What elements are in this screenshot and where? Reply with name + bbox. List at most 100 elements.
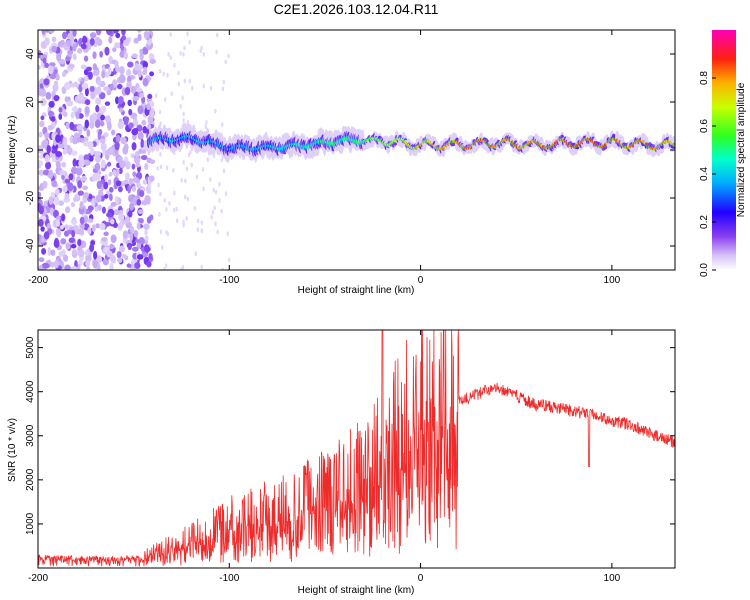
spectrogram-cell (102, 258, 110, 266)
spectrogram-cell (103, 132, 109, 138)
spectrogram-cell (45, 91, 52, 100)
spectrogram-cell (98, 92, 106, 100)
spectrogram-cell (127, 210, 133, 218)
spectrogram-cell (89, 32, 97, 39)
spectrogram-cell (169, 32, 172, 37)
spectrogram-cell (70, 166, 78, 175)
spectrogram-cell (38, 88, 45, 97)
spectrogram-y-tick-label: 40 (25, 48, 36, 60)
spectrogram-cell (149, 159, 156, 164)
spectrogram-cell (109, 186, 114, 193)
spectrogram-cell (97, 204, 102, 211)
spectrogram-cell (183, 194, 187, 200)
spectrogram-cell (136, 243, 142, 249)
spectrogram-cell (162, 71, 165, 77)
spectrogram-cell (52, 83, 59, 92)
spectrogram-cell (117, 186, 123, 193)
spectrogram-cell (125, 161, 131, 170)
spectrogram-cell (134, 261, 141, 270)
spectrogram-cell (46, 144, 51, 154)
spectrogram-cell (135, 150, 140, 158)
spectrogram-cell (115, 32, 121, 39)
spectrogram-cell (39, 120, 45, 128)
spectrogram-cell (182, 52, 185, 57)
spectrogram-cell (206, 157, 210, 163)
spectrogram-cell (88, 206, 93, 213)
spectrogram-cell (100, 142, 107, 151)
spectrogram-cell (118, 107, 124, 113)
spectrogram-cell (89, 147, 95, 156)
spectrogram-cell (186, 31, 189, 37)
spectrogram-cell (170, 91, 173, 97)
spectrogram-cell (48, 100, 55, 108)
spectrogram-cell (100, 121, 105, 127)
spectrogram-cell (84, 106, 90, 115)
spectrogram-cell (99, 138, 106, 144)
spectrogram-cell (185, 216, 188, 221)
spectrogram-cell (77, 239, 82, 247)
spectrogram-cell (58, 58, 66, 65)
spectrogram-cell (134, 63, 140, 72)
spectrogram-cell (147, 115, 154, 125)
spectrogram-cell (72, 53, 77, 60)
snr-y-ticks: 1000 2000 3000 4000 5000 (25, 336, 675, 535)
spectrogram-cell (127, 245, 132, 251)
spectrogram-cell (101, 206, 106, 214)
spectrogram-cell (168, 201, 171, 206)
spectrogram-cell (183, 78, 187, 84)
spectrogram-cell (182, 117, 185, 123)
spectrogram-x-ticks: -200 -100 0 100 (28, 30, 621, 286)
spectrogram-cell (220, 208, 223, 214)
spectrogram-cell (163, 266, 166, 270)
spectrogram-cell (144, 229, 148, 236)
spectrogram-cell (72, 197, 77, 202)
spectrogram-cell (77, 249, 85, 258)
spectrogram-cell (98, 128, 103, 135)
spectrogram-cell (95, 86, 102, 95)
spectrogram-cell (72, 158, 77, 167)
spectrogram-cell (132, 171, 137, 177)
spectrogram-cell (116, 83, 123, 90)
spectrogram-cell (58, 143, 65, 149)
spectrogram-cell (89, 37, 95, 46)
spectrogram-cell (94, 162, 101, 171)
spectrogram-cell (181, 95, 184, 101)
spectrogram-cell (165, 206, 168, 212)
spectrogram-cell (104, 101, 111, 106)
spectrogram-cell (136, 87, 142, 93)
spectrogram-cell (116, 251, 122, 259)
spectrogram-cell (226, 231, 230, 237)
spectrogram-cell (61, 174, 65, 180)
spectrogram-cell (111, 129, 116, 136)
spectrogram-cell (108, 36, 113, 44)
snr-series-line (38, 330, 675, 567)
spectrogram-cell (108, 171, 113, 177)
spectrogram-cell (65, 56, 71, 62)
spectrogram-cell (131, 185, 137, 192)
spectrogram-cell (87, 226, 92, 235)
spectrogram-cell (175, 206, 178, 212)
spectrogram-cell (64, 206, 71, 214)
spectrogram-cell (212, 153, 216, 159)
spectrogram-cell (50, 249, 56, 256)
spectrogram-cell (115, 134, 121, 143)
spectrogram-cell (142, 179, 147, 185)
spectrogram-cell (103, 181, 109, 190)
spectrogram-cell (41, 30, 46, 35)
spectrogram-cell (128, 194, 134, 203)
spectrogram-cell (42, 180, 48, 189)
spectrogram-cell (215, 49, 218, 55)
spectrogram-cell (118, 96, 124, 105)
spectrogram-cell (213, 205, 216, 211)
spectrogram-cell (165, 229, 168, 235)
spectrogram-cell (163, 97, 167, 102)
spectrogram-cell (180, 177, 183, 183)
spectrogram-cell (103, 86, 110, 91)
spectrogram-cell (159, 164, 163, 170)
spectrogram-cell (45, 161, 52, 170)
spectrogram-cell (149, 58, 157, 64)
spectrogram-cell (101, 236, 108, 242)
spectrogram-cell (78, 83, 83, 93)
spectrogram-cell (77, 48, 83, 54)
